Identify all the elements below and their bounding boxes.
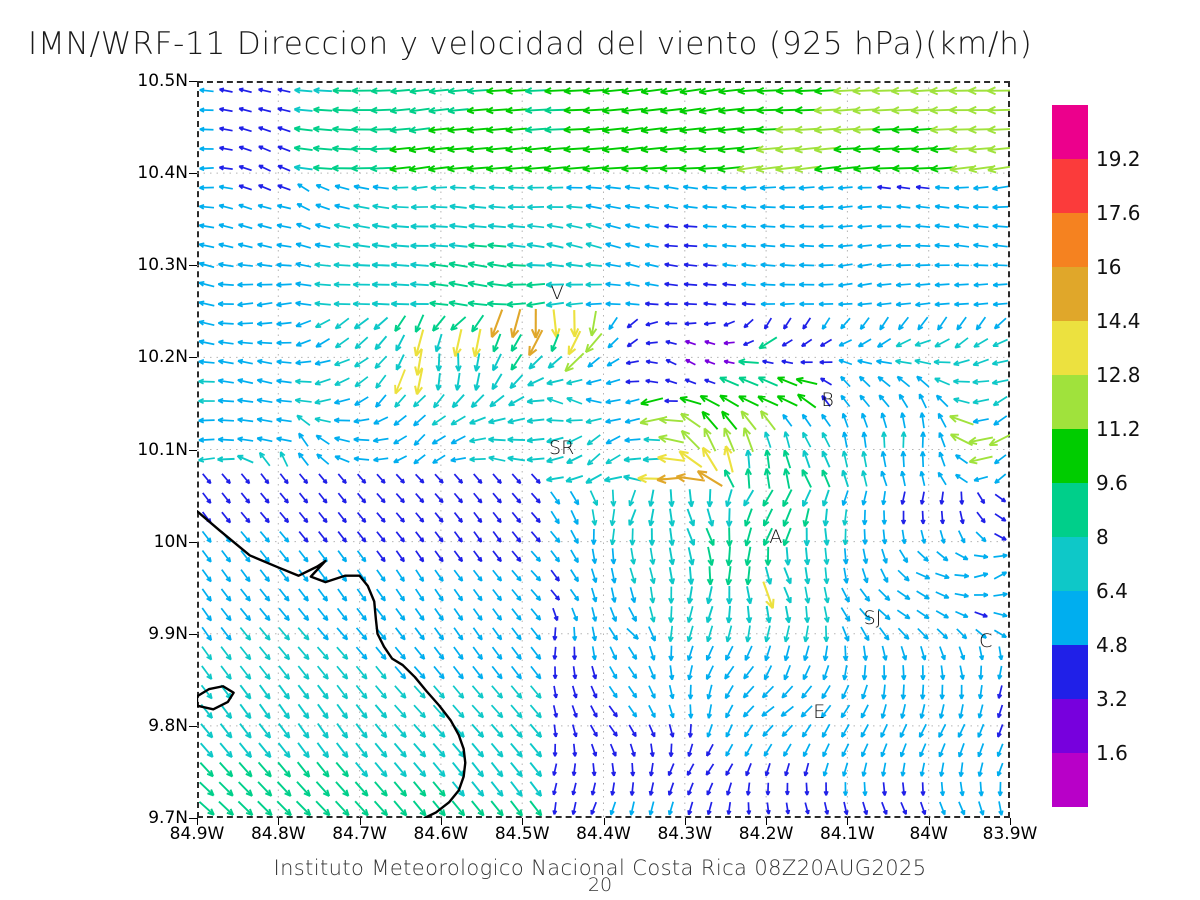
x-axis-tickmark: [1010, 818, 1011, 825]
x-axis-tickmark: [684, 818, 686, 825]
colorbar: [1052, 105, 1088, 807]
x-axis-tick-label: 84.7W: [332, 824, 387, 844]
page-title: IMN/WRF-11 Direccion y velocidad del vie…: [28, 26, 1033, 62]
x-axis-tickmark: [928, 818, 930, 825]
colorbar-band: [1052, 105, 1088, 159]
colorbar-band: [1052, 267, 1088, 321]
colorbar-band: [1052, 429, 1088, 483]
x-axis-tickmark: [766, 818, 768, 825]
y-axis-tick-label: 10.3N: [137, 255, 188, 276]
colorbar-tick-label: 16: [1096, 255, 1122, 279]
x-axis-tickmark: [278, 818, 280, 825]
footer-credit: Instituto Meteorologico Nacional Costa R…: [273, 856, 927, 880]
y-axis-tickmark: [189, 357, 197, 359]
y-axis-tickmark: [189, 265, 197, 267]
y-axis-tickmark: [189, 173, 197, 175]
x-axis-labels: 84.9W 84.8W 84.7W 84.6W 84.5W 84.4W 84.3W 84.2W…: [0, 824, 1200, 854]
x-axis-tick-label: 84.4W: [576, 824, 631, 844]
x-axis-tick-label: 84.8W: [250, 824, 306, 844]
x-axis-tickmark: [359, 818, 361, 825]
y-axis-tick-label: 10.2N: [137, 347, 188, 368]
y-axis-tick-label: 9.9N: [148, 623, 188, 644]
coastline: [197, 510, 467, 818]
y-axis-tick-label: 10N: [153, 531, 188, 552]
y-axis-tickmark: [189, 541, 197, 543]
colorbar-tick-label: 3.2: [1096, 687, 1128, 711]
y-axis-tick-label: 10.1N: [137, 439, 188, 460]
y-axis-tick-label: 10.5N: [137, 71, 188, 91]
x-axis-tick-label: 84.9W: [169, 824, 225, 844]
colorbar-band: [1052, 645, 1088, 699]
colorbar-tick-label: 19.2: [1096, 147, 1141, 171]
x-axis-tickmark: [603, 818, 605, 825]
y-axis-labels: 10.5N 10.4N 10.3N 10.2N 10.1N 10N 9.9N 9.8N 9.7N: [100, 0, 188, 900]
colorbar-labels: 19.2 17.6 16 14.4 12.8 11.2 9.6 8 6.4 4.8 3.2 1.6: [1096, 105, 1196, 807]
quiver-arrows: [198, 86, 1010, 817]
y-axis-tick-label: 10.4N: [137, 163, 188, 184]
x-axis-tickmark: [440, 818, 442, 825]
colorbar-band: [1052, 699, 1088, 753]
y-axis-tickmark: [189, 81, 197, 82]
colorbar-tick-label: 6.4: [1096, 579, 1128, 603]
footer-overlay: 20: [587, 874, 613, 896]
x-axis-tick-label: 84.6W: [413, 824, 469, 844]
gridlines: [197, 81, 1010, 818]
x-axis-tickmark: [847, 818, 849, 825]
x-axis-tick-label: 84.5W: [494, 824, 550, 844]
x-axis-tick-label: 84W: [909, 824, 948, 844]
colorbar-band: [1052, 321, 1088, 375]
colorbar-tick-label: 11.2: [1096, 417, 1141, 441]
x-axis-tick-label: 84.3W: [657, 824, 713, 844]
colorbar-tick-label: 8: [1096, 525, 1109, 549]
colorbar-band: [1052, 483, 1088, 537]
y-axis-tickmark: [189, 449, 197, 451]
wind-vector-field: [197, 81, 1010, 818]
colorbar-tick-label: 12.8: [1096, 363, 1141, 387]
colorbar-band: [1052, 375, 1088, 429]
colorbar-tick-label: 9.6: [1096, 471, 1128, 495]
colorbar-band: [1052, 753, 1088, 807]
colorbar-band: [1052, 159, 1088, 213]
colorbar-tick-label: 4.8: [1096, 633, 1128, 657]
colorbar-band: [1052, 213, 1088, 267]
x-axis-tickmark: [197, 818, 198, 825]
colorbar-tick-label: 17.6: [1096, 201, 1141, 225]
y-axis-tick-label: 9.7N: [148, 808, 188, 828]
x-axis-tick-label: 84.1W: [820, 824, 875, 844]
colorbar-tick-label: 1.6: [1096, 741, 1128, 765]
colorbar-tick-label: 14.4: [1096, 309, 1141, 333]
y-axis-tick-label: 9.8N: [148, 715, 188, 736]
x-axis-tickmark: [522, 818, 524, 825]
y-axis-tickmark: [189, 633, 197, 635]
x-axis-tick-label: 84.2W: [738, 824, 794, 844]
colorbar-band: [1052, 591, 1088, 645]
x-axis-tick-label: 83.9W: [982, 824, 1038, 844]
colorbar-band: [1052, 537, 1088, 591]
y-axis-tickmark: [189, 818, 197, 819]
y-axis-tickmark: [189, 725, 197, 727]
